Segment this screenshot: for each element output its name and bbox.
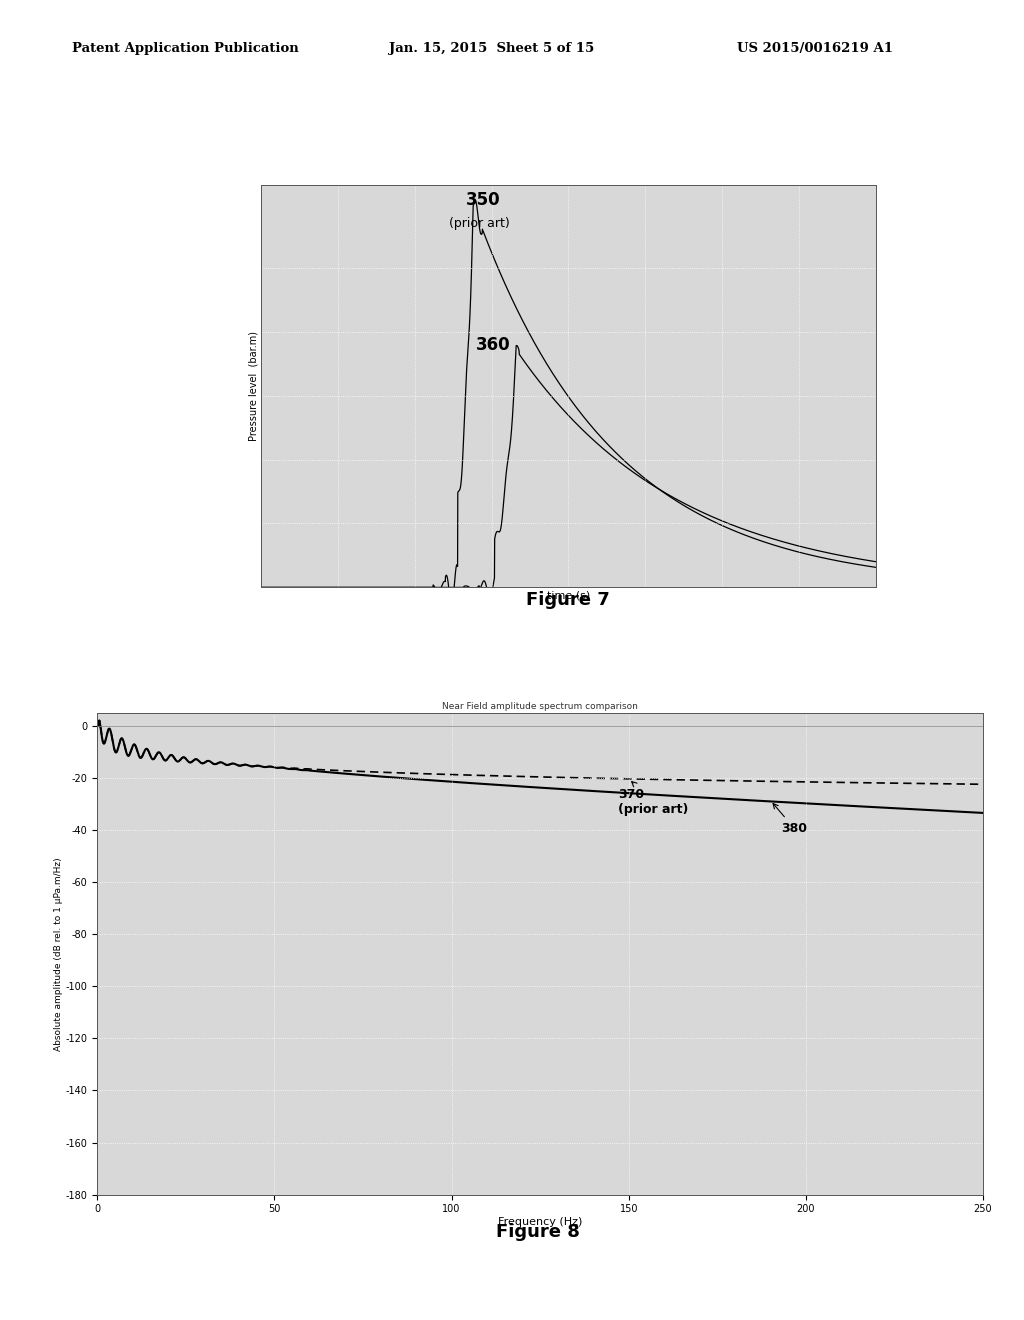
X-axis label: time (s): time (s) <box>547 590 590 601</box>
Text: Figure 7: Figure 7 <box>526 590 610 609</box>
Text: 360: 360 <box>476 335 511 354</box>
Title: Near Field amplitude spectrum comparison: Near Field amplitude spectrum comparison <box>442 702 638 710</box>
Y-axis label: Pressure level  (bar.m): Pressure level (bar.m) <box>249 331 258 441</box>
Text: 370
(prior art): 370 (prior art) <box>618 781 688 816</box>
Text: 380: 380 <box>773 804 807 834</box>
Y-axis label: Absolute amplitude (dB rel. to 1 μPa.m/Hz): Absolute amplitude (dB rel. to 1 μPa.m/H… <box>54 857 62 1051</box>
Text: (prior art): (prior art) <box>449 216 509 230</box>
Text: 350: 350 <box>466 190 501 209</box>
Text: Patent Application Publication: Patent Application Publication <box>72 42 298 55</box>
Text: Figure 8: Figure 8 <box>496 1222 580 1241</box>
X-axis label: Frequency (Hz): Frequency (Hz) <box>498 1217 583 1228</box>
Text: US 2015/0016219 A1: US 2015/0016219 A1 <box>737 42 893 55</box>
Text: Jan. 15, 2015  Sheet 5 of 15: Jan. 15, 2015 Sheet 5 of 15 <box>389 42 594 55</box>
